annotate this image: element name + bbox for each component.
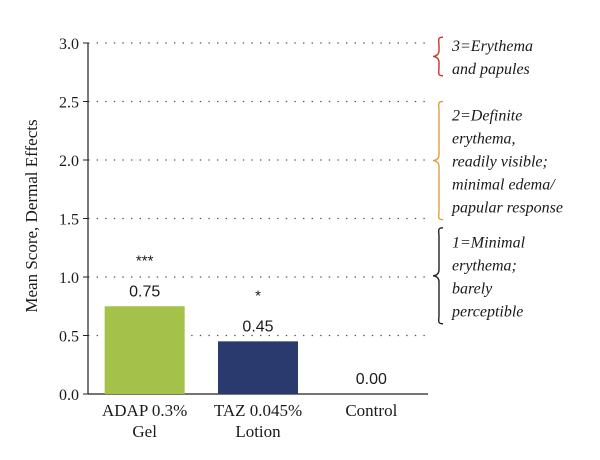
y-tick-label: 3.0 [59, 36, 79, 53]
category-label: ADAP 0.3% [102, 401, 187, 420]
annotation-text: barely [452, 280, 493, 297]
bar [104, 306, 185, 394]
significance-marker: *** [136, 252, 154, 269]
annotation-text: 3=Erythema [451, 38, 533, 55]
y-tick-label: 2.0 [59, 153, 79, 170]
y-tick-label: 1.5 [59, 212, 79, 229]
category-label: TAZ 0.045% [214, 401, 302, 420]
significance-marker: * [255, 287, 261, 304]
data-label: 0.00 [356, 371, 387, 388]
category-label: Lotion [235, 422, 281, 441]
annotation-text: perceptible [451, 303, 523, 320]
bar [218, 341, 298, 394]
category-labels: ADAP 0.3% Gel TAZ 0.045% Lotion Control [102, 401, 398, 441]
annotation-text: 2=Definite [452, 108, 522, 125]
annotation-text: 1=Minimal [452, 234, 526, 251]
curly-brace [432, 227, 444, 325]
annotation-text: and papules [452, 61, 530, 78]
curly-brace [432, 100, 444, 221]
annotation-text: minimal edema/ [452, 177, 556, 194]
bars: 0.75 *** 0.45 * 0.00 [104, 252, 387, 394]
y-tick-label: 0.0 [59, 387, 79, 404]
annotation-text: papular response [451, 200, 563, 217]
category-label: Control [345, 401, 397, 420]
y-tick-label: 0.5 [59, 329, 79, 346]
y-tick-labels: 0.0 0.5 1.0 1.5 2.0 2.5 3.0 [59, 36, 79, 404]
scale-annotations: 3=Erythema and papules 2=Definite erythema,… [432, 36, 563, 325]
y-axis-label: Mean Score, Dermal Effects [22, 119, 41, 312]
data-label: 0.75 [129, 283, 160, 300]
annotation-text: erythema, [452, 131, 516, 148]
curly-brace [432, 36, 444, 77]
y-tick-label: 1.0 [59, 270, 79, 287]
annotation-text: erythema; [452, 257, 517, 274]
annotation-text: readily visible; [452, 154, 548, 171]
category-label: Gel [132, 422, 157, 441]
y-tick-label: 2.5 [59, 95, 79, 112]
data-label: 0.45 [242, 318, 273, 335]
